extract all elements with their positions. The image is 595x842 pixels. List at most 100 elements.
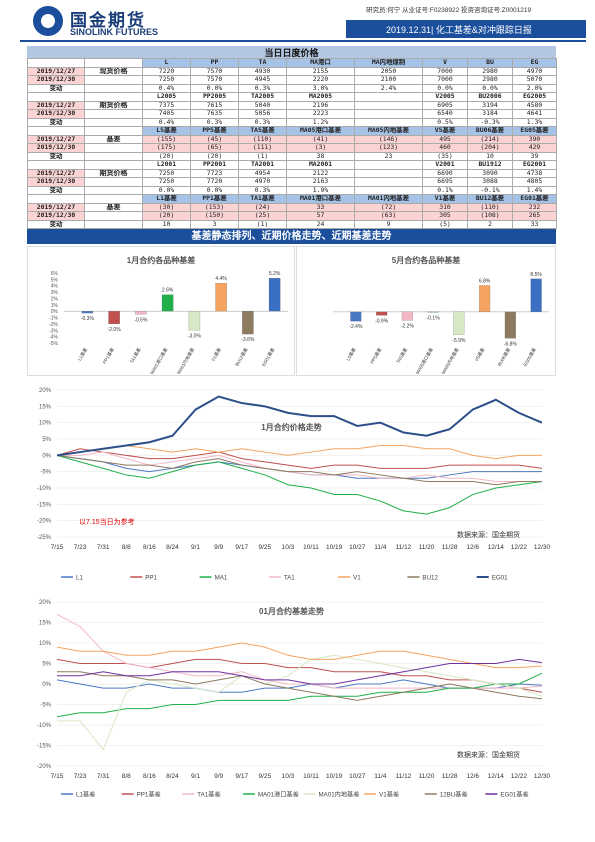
value-cell: 4970 [238, 177, 287, 187]
x-tick-label: 10/3 [282, 773, 295, 780]
value-cell: (25) [238, 211, 287, 221]
legend-label: TA1 [284, 575, 295, 582]
value-cell: 0.0% [422, 83, 468, 93]
value-cell: PP5基差 [190, 126, 239, 136]
value-cell: 1.4% [512, 185, 557, 195]
x-tick-label: 11/12 [396, 544, 412, 551]
value-cell: 0.3% [238, 185, 287, 195]
row-group-cell [84, 109, 143, 119]
x-tick-label: 12/14 [488, 544, 505, 551]
value-cell: 7250 [142, 75, 191, 85]
y-tick-label: 10% [39, 421, 52, 427]
y-tick-label: -20% [37, 519, 52, 525]
value-cell: (1) [238, 219, 287, 229]
value-cell: 232 [512, 202, 557, 212]
row-group-cell: 基差 [84, 202, 143, 212]
category-label: MA01内地基差 [175, 346, 196, 376]
table-row: 变动 0.4% 0.0% 0.3% 3.0% 2.4% 0.0% 0.0% 2.0% [27, 83, 557, 93]
bar [161, 294, 174, 312]
value-cell: 3 [190, 219, 239, 229]
value-cell: 2 [467, 219, 513, 229]
value-cell: (35) [422, 151, 468, 161]
value-cell: 33 [512, 219, 557, 229]
value-cell: 7405 [142, 109, 191, 119]
x-tick-label: 9/1 [191, 773, 200, 780]
value-cell: 9 [354, 219, 423, 229]
value-cell: 0.0% [190, 83, 239, 93]
row-group-cell: 基差 [84, 134, 143, 144]
table-row: L PP TA MA港口 MA内地煤制 V BU EG [27, 58, 557, 68]
x-tick-label: 8/24 [166, 773, 179, 780]
series-line [56, 613, 543, 689]
value-cell: V2001 [422, 160, 468, 170]
value-cell: PP [190, 58, 239, 68]
x-tick-label: 10/11 [303, 773, 319, 780]
data-label: -2.0% [108, 327, 122, 333]
row-group-cell [84, 194, 143, 204]
value-cell: 0.0% [142, 185, 191, 195]
x-tick-label: 11/4 [374, 773, 387, 780]
value-cell: 7570 [190, 75, 239, 85]
value-cell: 2.0% [512, 83, 557, 93]
legend-label: PP1基差 [137, 791, 161, 799]
value-cell: 6540 [422, 109, 468, 119]
table-row: L5基差 PP5基差 TA5基差 MA05港口基差 MA05内地基差 V5基差 BU06基差… [27, 126, 557, 136]
table-row: 2019/12/27 基差 (155) (45) (110) (41) (146) 495 (2… [27, 134, 557, 144]
row-date-cell: 2019/12/30 [27, 143, 85, 153]
y-tick-label: 0% [51, 309, 59, 315]
row-group-cell [84, 177, 143, 187]
series-line [56, 454, 542, 486]
value-cell: 495 [422, 134, 468, 144]
row-group-cell [84, 83, 143, 93]
row-date-cell: 变动 [27, 117, 85, 127]
value-cell: (111) [238, 143, 287, 153]
row-date-cell: 2019/12/30 [27, 177, 85, 187]
value-cell: 7000 [422, 75, 468, 85]
x-tick-label: 8/8 [122, 773, 131, 780]
y-tick-label: -15% [37, 744, 52, 750]
chart-title: 1月合约价格走势 [261, 423, 322, 432]
value-cell: 6905 [422, 100, 468, 110]
value-cell: (20) [142, 211, 191, 221]
value-cell: BU [467, 58, 513, 68]
table-row: 2019/12/30 7405 7635 5056 2223 6540 3184 4641 [27, 109, 557, 119]
table-row: 变动 0.4% 0.3% 0.3% 1.2% 0.5% -0.3% 1.3% [27, 117, 557, 127]
value-cell: L1基差 [142, 194, 191, 204]
value-cell: 390 [512, 134, 557, 144]
value-cell: (63) [354, 211, 423, 221]
data-label: -2.2% [401, 323, 415, 329]
y-tick-label: -15% [37, 502, 52, 508]
value-cell: 2223 [286, 109, 355, 119]
bar [453, 311, 465, 335]
x-tick-label: 12/30 [534, 773, 551, 780]
value-cell: 7250 [142, 168, 191, 178]
series-line [57, 654, 543, 751]
y-tick-label: 2% [51, 296, 59, 302]
category-label: MA05内地基差 [440, 346, 461, 376]
data-label: 2.6% [162, 288, 174, 294]
data-label: -2.4% [349, 324, 363, 330]
bar [504, 311, 516, 339]
value-cell: (20) [190, 151, 239, 161]
value-cell: TA5基差 [238, 126, 287, 136]
bar [135, 311, 147, 315]
value-cell: PP1基差 [190, 194, 239, 204]
value-cell: 6695 [422, 177, 468, 187]
value-cell: 2196 [286, 100, 355, 110]
row-group-cell [84, 219, 143, 229]
data-label: -6.8% [504, 341, 518, 347]
value-cell: TA1基差 [238, 194, 287, 204]
value-cell: 33 [286, 202, 355, 212]
x-tick-label: 12/22 [511, 544, 528, 551]
data-label: 4.4% [215, 276, 227, 282]
value-cell: 7615 [190, 100, 239, 110]
row-group-cell [84, 185, 143, 195]
report-header: 国金期货 SINOLINK FUTURES 研究员:何宁 从业证号:F02389… [0, 0, 595, 44]
value-cell: 57 [286, 211, 355, 221]
value-cell: 4954 [238, 168, 287, 178]
x-tick-label: 9/1 [191, 544, 200, 551]
row-date-cell: 变动 [27, 219, 85, 229]
value-cell [354, 177, 423, 187]
category-label: TA5基差 [395, 346, 409, 364]
table-row: 变动 10 3 (1) 24 9 (5) 2 33 [27, 219, 557, 229]
